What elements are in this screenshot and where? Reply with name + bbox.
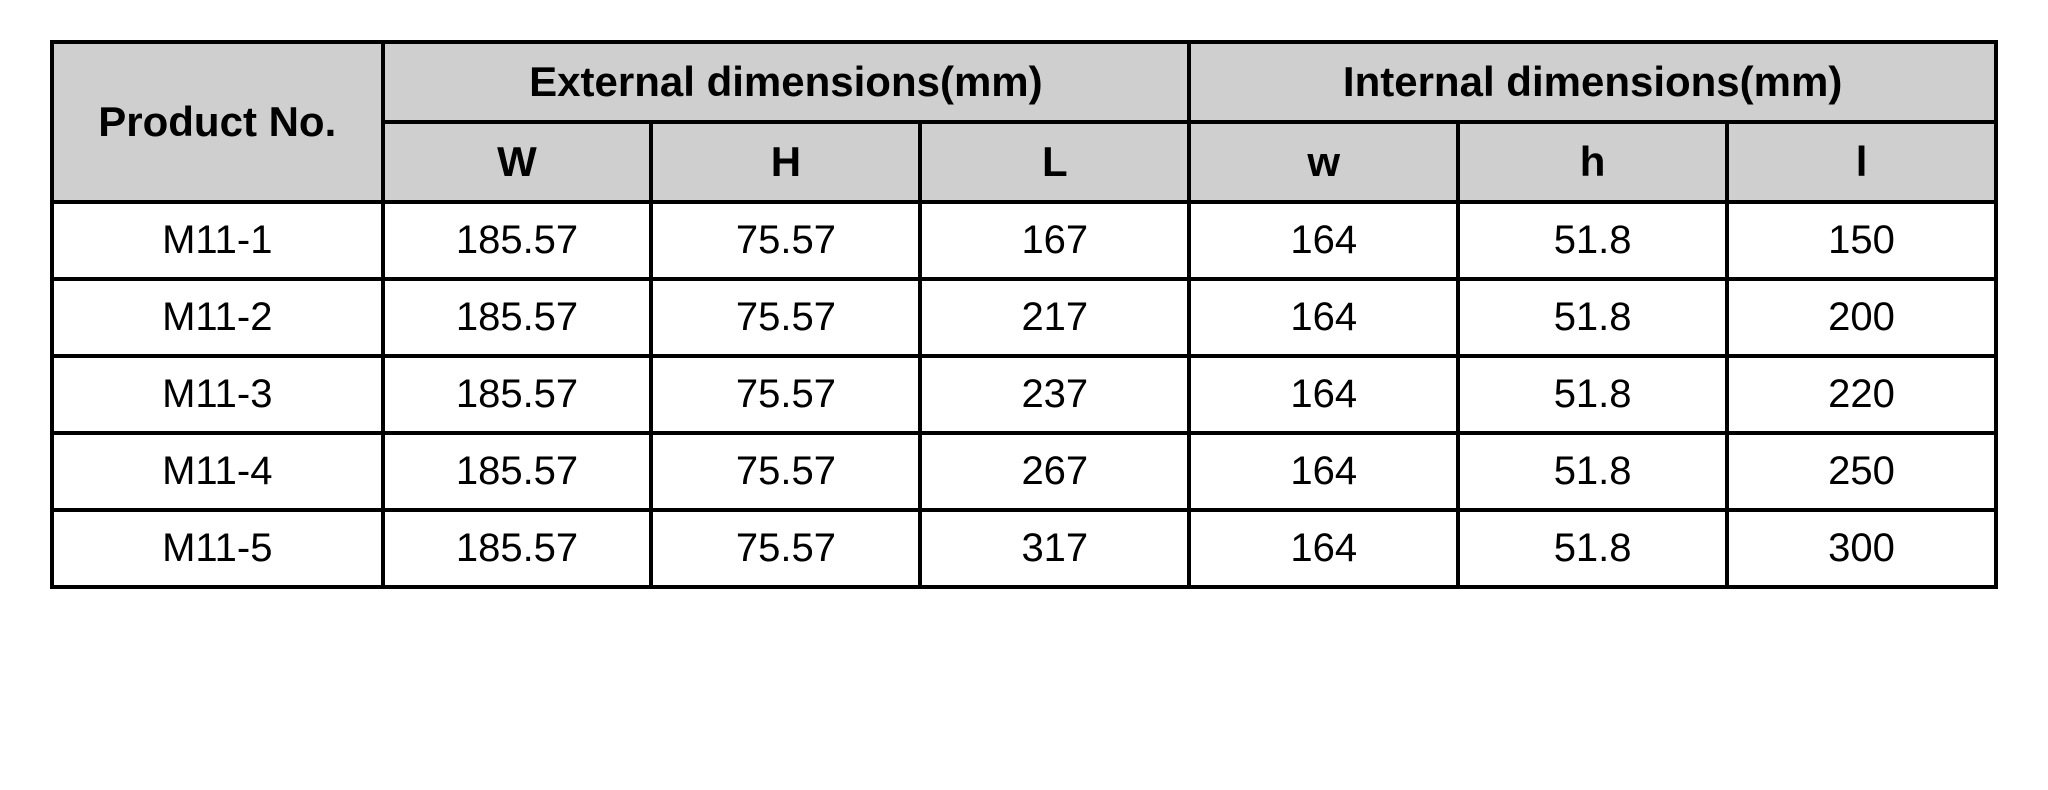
cell-ext-W: 185.57 [383, 356, 652, 433]
cell-product: M11-1 [52, 202, 383, 279]
table-container: Product No. External dimensions(mm) Inte… [0, 0, 2048, 790]
cell-int-h: 51.8 [1458, 356, 1727, 433]
cell-int-w: 164 [1189, 510, 1458, 587]
cell-int-h: 51.8 [1458, 510, 1727, 587]
cell-int-l: 150 [1727, 202, 1996, 279]
cell-ext-L: 237 [920, 356, 1189, 433]
cell-int-h: 51.8 [1458, 279, 1727, 356]
table-row: M11-1 185.57 75.57 167 164 51.8 150 [52, 202, 1996, 279]
cell-int-w: 164 [1189, 202, 1458, 279]
col-group-external: External dimensions(mm) [383, 42, 1190, 122]
col-int-l: l [1727, 122, 1996, 202]
cell-int-l: 200 [1727, 279, 1996, 356]
cell-ext-H: 75.57 [651, 510, 920, 587]
cell-ext-H: 75.57 [651, 202, 920, 279]
col-ext-W: W [383, 122, 652, 202]
cell-ext-L: 317 [920, 510, 1189, 587]
dimensions-table: Product No. External dimensions(mm) Inte… [50, 40, 1998, 589]
table-body: M11-1 185.57 75.57 167 164 51.8 150 M11-… [52, 202, 1996, 587]
cell-ext-L: 217 [920, 279, 1189, 356]
cell-product: M11-4 [52, 433, 383, 510]
col-group-internal: Internal dimensions(mm) [1189, 42, 1996, 122]
cell-product: M11-2 [52, 279, 383, 356]
cell-product: M11-3 [52, 356, 383, 433]
col-int-h: h [1458, 122, 1727, 202]
header-row-1: Product No. External dimensions(mm) Inte… [52, 42, 1996, 122]
cell-ext-W: 185.57 [383, 202, 652, 279]
col-ext-H: H [651, 122, 920, 202]
col-product-no: Product No. [52, 42, 383, 202]
table-row: M11-2 185.57 75.57 217 164 51.8 200 [52, 279, 1996, 356]
cell-product: M11-5 [52, 510, 383, 587]
cell-int-w: 164 [1189, 356, 1458, 433]
cell-int-l: 300 [1727, 510, 1996, 587]
cell-ext-W: 185.57 [383, 510, 652, 587]
cell-int-h: 51.8 [1458, 433, 1727, 510]
col-ext-L: L [920, 122, 1189, 202]
table-header: Product No. External dimensions(mm) Inte… [52, 42, 1996, 202]
cell-int-l: 250 [1727, 433, 1996, 510]
cell-ext-H: 75.57 [651, 279, 920, 356]
cell-ext-H: 75.57 [651, 433, 920, 510]
col-int-w: w [1189, 122, 1458, 202]
table-row: M11-3 185.57 75.57 237 164 51.8 220 [52, 356, 1996, 433]
cell-ext-L: 167 [920, 202, 1189, 279]
cell-ext-W: 185.57 [383, 433, 652, 510]
cell-int-w: 164 [1189, 279, 1458, 356]
cell-int-w: 164 [1189, 433, 1458, 510]
cell-ext-H: 75.57 [651, 356, 920, 433]
cell-ext-L: 267 [920, 433, 1189, 510]
cell-ext-W: 185.57 [383, 279, 652, 356]
table-row: M11-5 185.57 75.57 317 164 51.8 300 [52, 510, 1996, 587]
cell-int-l: 220 [1727, 356, 1996, 433]
table-row: M11-4 185.57 75.57 267 164 51.8 250 [52, 433, 1996, 510]
cell-int-h: 51.8 [1458, 202, 1727, 279]
